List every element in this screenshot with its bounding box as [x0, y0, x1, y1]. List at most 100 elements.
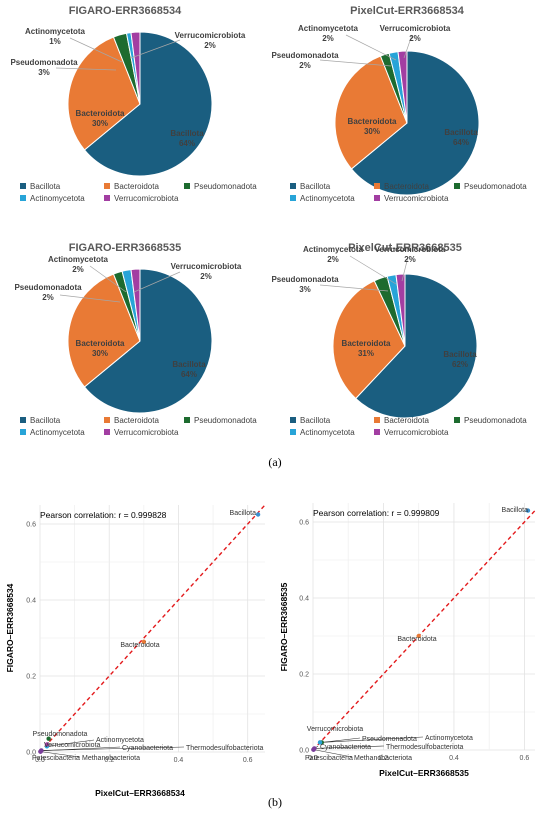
legend-label: Bacteroidota: [384, 182, 429, 191]
slice-percent: 30%: [364, 127, 380, 136]
legend-label: Bacteroidota: [384, 416, 429, 425]
pie-legend: Bacillota Bacteroidota Pseudomonadota Actin…: [290, 182, 527, 203]
leader-line: [55, 67, 117, 71]
x-tick-label: 0.6: [520, 755, 530, 762]
data-point: [38, 749, 43, 754]
point-label: Methanobacteriota: [354, 755, 412, 762]
slice-label: Actinomycetota: [298, 24, 359, 33]
point-label: Thermodesulfobacteriota: [386, 744, 464, 751]
label-leader: [314, 745, 385, 749]
data-point: [141, 639, 147, 644]
point-label: Bacillota: [502, 507, 529, 514]
slice-percent: 2%: [409, 34, 421, 43]
slice-percent: 64%: [179, 139, 195, 148]
legend-label: Pseudomonadota: [464, 416, 527, 425]
legend-swatch: [104, 183, 110, 189]
data-point: [44, 742, 50, 747]
slice-percent: 30%: [92, 349, 108, 358]
legend-label: Bacillota: [30, 416, 61, 425]
pie-slice-bacillota: [350, 50, 480, 196]
plot-area: [313, 503, 535, 750]
correlation-annotation: Pearson correlation: r = 0.999809: [313, 508, 440, 518]
legend-swatch: [104, 429, 110, 435]
legend-swatch: [20, 195, 26, 201]
legend-label: Pseudomonadota: [194, 416, 257, 425]
plot-area: [40, 505, 265, 752]
data-point: [317, 740, 323, 745]
y-tick-label: 0.2: [26, 674, 36, 681]
correlation-annotation: Pearson correlation: r = 0.999828: [40, 510, 167, 520]
x-axis-label: PixelCut–ERR3668535: [379, 768, 469, 778]
legend-label: Verrucomicrobiota: [384, 194, 449, 203]
point-label: Actinomycetota: [96, 737, 144, 744]
pie-title: PixelCut-ERR3668534: [350, 5, 465, 17]
slice-label: Actinomycetota: [48, 255, 109, 264]
leader-line: [349, 255, 397, 285]
slice-label: Bacteroidota: [76, 339, 125, 348]
slice-percent: 2%: [204, 41, 216, 50]
pie-chart: PixelCut-ERR3668535Bacillota62%Bacteroid…: [271, 242, 527, 437]
slice-percent: 64%: [181, 370, 197, 379]
point-label: Pseudomonadota: [33, 731, 88, 738]
pie-legend: Bacillota Bacteroidota Pseudomonadota Actin…: [20, 182, 257, 203]
y-axis-label: FIGARO–ERR3668535: [279, 582, 289, 671]
pie-chart: PixelCut-ERR3668534Bacillota64%Bacteroid…: [271, 5, 527, 203]
pie-chart: FIGARO-ERR3668535 Bacillota 64% Bacteroidot…: [14, 242, 257, 437]
pie-chart: FIGARO-ERR3668534Bacillota64%Bacteroidot…: [10, 5, 257, 203]
legend-swatch: [184, 417, 190, 423]
slice-percent: 2%: [404, 255, 416, 264]
label-leader: [313, 749, 353, 758]
slice-label: Bacteroidota: [348, 117, 397, 126]
legend-label: Verrucomicrobiota: [114, 428, 179, 437]
pie-slice-bacteroidota: [332, 280, 406, 400]
data-point: [46, 736, 51, 741]
legend-swatch: [290, 417, 296, 423]
slice-label: Pseudomonadota: [271, 275, 339, 284]
slice-percent: 2%: [200, 272, 212, 281]
identity-line: [312, 510, 536, 751]
leader-line: [59, 294, 121, 303]
label-leader: [40, 751, 81, 758]
slice-label: Bacteroidota: [76, 109, 125, 118]
x-tick-label: 0.2: [104, 757, 114, 764]
y-tick-label: 0.6: [26, 522, 36, 529]
legend-label: Pseudomonadota: [194, 182, 257, 191]
data-point: [255, 512, 261, 517]
legend-swatch: [374, 183, 380, 189]
slice-percent: 2%: [322, 34, 334, 43]
leader-line: [319, 284, 389, 292]
point-label: Bacillota: [230, 510, 257, 517]
legend-label: Bacteroidota: [114, 416, 159, 425]
scatter-plot: 0.0 0.2 0.4 0.6 0.0 0.2 0.4 0.6 Bacillota Bactero…: [279, 503, 536, 778]
slice-percent: 30%: [92, 119, 108, 128]
y-tick-label: 0.0: [299, 748, 309, 755]
y-tick-label: 0.6: [299, 520, 309, 527]
leader-line: [403, 34, 413, 59]
leader-line: [401, 256, 409, 282]
point-label: Actinomycetota: [425, 735, 473, 742]
slice-label: Actinomycetota: [303, 245, 364, 254]
slice-label: Verrucomicrobiota: [375, 245, 446, 254]
data-point: [311, 747, 316, 752]
legend-swatch: [290, 429, 296, 435]
legend-label: Actinomycetota: [30, 194, 85, 203]
pie-title: FIGARO-ERR3668535: [69, 242, 182, 254]
x-tick-label: 0.2: [379, 755, 389, 762]
legend-swatch: [184, 183, 190, 189]
legend-label: Actinomycetota: [300, 194, 355, 203]
slice-label: Pseudomonadota: [10, 58, 78, 67]
x-tick-label: 0.0: [35, 757, 45, 764]
legend-label: Actinomycetota: [300, 428, 355, 437]
slice-percent: 2%: [299, 61, 311, 70]
slice-label: Verrucomicrobiota: [175, 31, 246, 40]
pie-slice-bacillota: [83, 268, 213, 414]
point-label: Verrucomicrobiota: [44, 742, 101, 749]
legend-swatch: [290, 183, 296, 189]
legend-label: Verrucomicrobiota: [114, 194, 179, 203]
leader-line: [89, 265, 127, 293]
pie-legend: Bacillota Bacteroidota Pseudomonadota Actin…: [290, 416, 527, 437]
scatter-plot: 0.0 0.2 0.4 0.6 0.0 0.2 0.4 0.6 Bacillota Bactero…: [5, 504, 266, 798]
y-axis-label: FIGARO–ERR3668534: [5, 583, 15, 672]
label-leader: [320, 736, 424, 743]
y-tick-label: 0.4: [299, 596, 309, 603]
